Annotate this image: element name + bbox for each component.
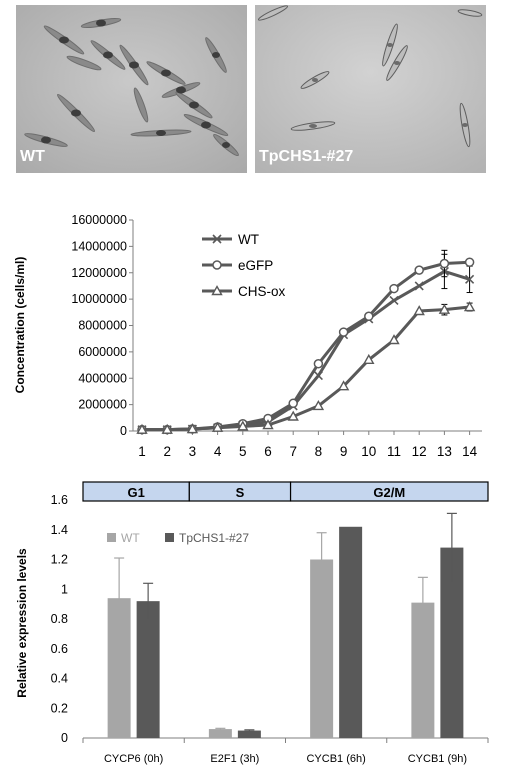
x-tick-label: 11 xyxy=(387,444,401,459)
data-point-circle xyxy=(364,311,374,322)
y-tick-label: 0 xyxy=(120,424,127,438)
bar xyxy=(208,729,232,738)
micrograph-wt-image xyxy=(16,5,247,173)
category-label: CYCB1 (6h) xyxy=(306,753,365,765)
data-point-x xyxy=(465,274,475,284)
micrograph-mutant-image xyxy=(255,5,486,173)
data-point-x xyxy=(414,281,424,291)
x-tick-label: 7 xyxy=(289,444,297,459)
data-point-circle xyxy=(439,258,450,269)
y-tick-label: 1.2 xyxy=(51,553,68,567)
x-tick-label: 1 xyxy=(138,444,146,459)
data-point-x xyxy=(212,234,222,244)
data-point-x xyxy=(389,295,399,306)
x-tick-label: 14 xyxy=(462,444,478,459)
series-chs-ox xyxy=(136,301,476,434)
data-point-circle xyxy=(464,257,475,267)
y-tick-label: 0.4 xyxy=(51,672,68,686)
data-point-triangle xyxy=(463,301,476,312)
legend-label: WT xyxy=(121,531,140,545)
data-point-triangle xyxy=(136,423,148,434)
legend-swatch xyxy=(165,533,174,542)
data-point-circle xyxy=(338,327,349,337)
data-point-circle xyxy=(389,283,399,294)
phase-label: S xyxy=(236,485,245,500)
panel-label-mutant: TpCHS1-#27 xyxy=(259,148,354,165)
expression-bar-chart: Relative expression levels G1 S G2/M 0 0.2 0… xyxy=(15,481,489,765)
y-tick-label: 0 xyxy=(61,731,68,745)
data-point-triangle xyxy=(237,420,249,431)
y-tick-label: 10000000 xyxy=(71,292,127,306)
micrograph-mutant: TpCHS1-#27 xyxy=(255,5,486,173)
y-tick-label: 1.4 xyxy=(51,523,68,537)
bar xyxy=(107,598,131,738)
legend-label-egfp: eGFP xyxy=(238,258,273,273)
y-axis-label-expression: Relative expression levels xyxy=(15,548,29,698)
x-tick-label: 13 xyxy=(437,444,452,459)
legend-label: TpCHS1-#27 xyxy=(179,531,249,545)
data-point-circle xyxy=(414,265,424,275)
data-point-triangle xyxy=(211,421,224,432)
category-label: E2F1 (3h) xyxy=(210,753,259,765)
data-point-triangle xyxy=(262,419,274,430)
x-tick-label: 12 xyxy=(412,444,427,459)
micrograph-wt: WT xyxy=(16,5,247,173)
series-wt xyxy=(137,253,475,435)
x-tick-label: 5 xyxy=(239,444,247,459)
data-point-triangle xyxy=(413,305,425,316)
bar xyxy=(237,730,261,738)
data-point-circle xyxy=(288,398,298,409)
data-point-circle xyxy=(313,358,324,369)
y-tick-label: 2000000 xyxy=(78,398,127,412)
y-tick-label: 0.8 xyxy=(51,612,68,626)
data-point-circle xyxy=(212,260,222,270)
y-tick-label: 0.6 xyxy=(51,642,68,656)
phase-box-g2m xyxy=(289,481,489,502)
bar xyxy=(411,602,435,738)
x-tick-label: 6 xyxy=(264,444,272,459)
y-tick-label: 4000000 xyxy=(78,371,127,385)
data-point-triangle xyxy=(363,353,375,364)
x-tick-label: 2 xyxy=(163,444,171,459)
data-point-triangle xyxy=(287,410,299,421)
y-tick-label: 12000000 xyxy=(71,266,127,280)
y-tick-label: 1.6 xyxy=(51,493,68,507)
x-tick-label: 8 xyxy=(315,444,323,459)
y-axis-label: Concentration (cells/ml) xyxy=(13,257,27,394)
growth-curve-chart: Concentration (cells/ml) 0 2000000 4000000… xyxy=(13,213,482,459)
category-label: CYCB1 (9h) xyxy=(408,753,467,765)
series-egfp xyxy=(137,249,475,435)
y-tick-label: 1 xyxy=(61,582,68,596)
data-point-triangle xyxy=(337,380,350,391)
data-point-x xyxy=(313,371,323,381)
data-point-triangle xyxy=(312,400,325,411)
x-tick-label: 10 xyxy=(361,444,376,459)
x-tick-label: 9 xyxy=(340,444,348,459)
bar xyxy=(339,526,363,738)
series-line xyxy=(142,305,470,432)
y-tick-label: 0.2 xyxy=(51,701,68,715)
series-line xyxy=(142,269,471,432)
category-label: CYCP6 (0h) xyxy=(104,753,163,765)
x-tick-label: 3 xyxy=(189,444,197,459)
legend-label-chs-ox: CHS-ox xyxy=(238,284,286,299)
y-tick-label: 14000000 xyxy=(71,239,127,253)
legend-label-wt: WT xyxy=(238,232,259,247)
data-point-triangle xyxy=(438,303,451,314)
panel-label-wt: WT xyxy=(20,148,45,165)
y-tick-label: 6000000 xyxy=(78,345,127,359)
bar xyxy=(136,601,160,738)
data-point-triangle xyxy=(211,285,223,296)
y-tick-label: 8000000 xyxy=(78,319,127,333)
phase-label: G2/M xyxy=(373,485,405,500)
data-point-triangle xyxy=(186,423,199,434)
bar xyxy=(310,559,334,738)
bar xyxy=(440,547,464,738)
y-tick-label: 16000000 xyxy=(71,213,127,227)
x-tick-label: 4 xyxy=(214,444,222,459)
data-point-triangle xyxy=(161,423,173,434)
data-point-triangle xyxy=(388,334,400,345)
phase-label: G1 xyxy=(127,485,144,500)
legend-swatch xyxy=(107,533,116,542)
